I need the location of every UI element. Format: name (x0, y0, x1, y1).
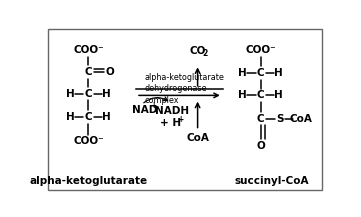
FancyArrowPatch shape (144, 97, 168, 103)
Text: H: H (66, 112, 75, 122)
Text: COO⁻: COO⁻ (73, 136, 104, 146)
Text: COO⁻: COO⁻ (73, 45, 104, 55)
Text: 2: 2 (203, 49, 208, 58)
Text: +: + (151, 101, 157, 110)
Text: H: H (66, 89, 75, 99)
Text: CoA: CoA (186, 133, 209, 143)
Text: NADH: NADH (155, 106, 190, 116)
Text: + H: + H (160, 118, 182, 128)
Text: H: H (102, 89, 111, 99)
Text: alpha-ketoglutarate
dehydrogenase
complex: alpha-ketoglutarate dehydrogenase comple… (144, 73, 224, 105)
Text: alpha-ketoglutarate: alpha-ketoglutarate (30, 176, 148, 186)
Text: C: C (257, 114, 264, 124)
Text: COO⁻: COO⁻ (245, 45, 276, 55)
Text: C: C (85, 67, 92, 77)
Text: S: S (277, 114, 284, 124)
Text: C: C (85, 89, 92, 99)
Text: CoA: CoA (290, 114, 313, 124)
Text: H: H (238, 90, 247, 100)
FancyBboxPatch shape (48, 29, 322, 190)
Text: NAD: NAD (132, 105, 157, 115)
Text: C: C (85, 112, 92, 122)
Text: +: + (178, 115, 184, 124)
Text: H: H (102, 112, 111, 122)
Text: H: H (238, 68, 247, 78)
Text: O: O (105, 67, 114, 77)
Text: H: H (274, 90, 283, 100)
Text: H: H (274, 68, 283, 78)
Text: succinyl-CoA: succinyl-CoA (235, 176, 309, 186)
Text: CO: CO (190, 46, 206, 56)
Text: C: C (257, 68, 264, 78)
Text: O: O (256, 141, 265, 151)
Text: C: C (257, 90, 264, 100)
